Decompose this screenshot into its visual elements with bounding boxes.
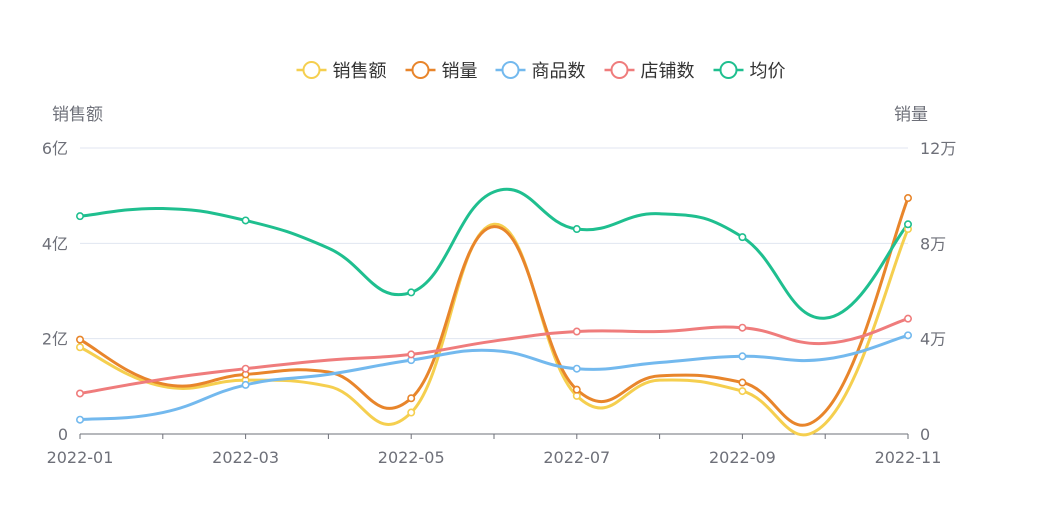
legend: 销售额 销量 商品数 店铺数 均价 bbox=[296, 61, 786, 82]
data-point-store-count[interactable] bbox=[241, 364, 250, 373]
data-point-sales-volume[interactable] bbox=[738, 378, 747, 387]
series-line-sales-volume bbox=[79, 197, 910, 427]
legend-item-sales-volume[interactable]: 销量 bbox=[405, 61, 478, 82]
data-point-product-count[interactable] bbox=[241, 380, 250, 389]
series-line-sales-amount bbox=[79, 222, 910, 437]
data-point-sales-volume[interactable] bbox=[903, 194, 912, 203]
data-point-avg-price[interactable] bbox=[572, 225, 581, 234]
data-point-sales-volume[interactable] bbox=[407, 394, 416, 403]
legend-symbol bbox=[610, 61, 629, 79]
x-axis: 2022-01 2022-03 2022-05 2022-07 2022-09 2022-… bbox=[47, 433, 942, 467]
data-point-avg-price[interactable] bbox=[903, 220, 912, 229]
left-tick-label: 0 bbox=[58, 425, 68, 444]
data-point-avg-price[interactable] bbox=[738, 233, 747, 242]
x-tick-label: 2022-05 bbox=[378, 448, 445, 467]
x-tick-label: 2022-07 bbox=[543, 448, 610, 467]
data-point-sales-amount[interactable] bbox=[76, 343, 85, 352]
legend-label: 均价 bbox=[750, 61, 786, 82]
x-tick-label: 2022-01 bbox=[47, 448, 114, 467]
legend-item-product-count[interactable]: 商品数 bbox=[495, 61, 586, 82]
gridlines bbox=[80, 147, 908, 340]
series-points bbox=[76, 194, 912, 424]
data-point-product-count[interactable] bbox=[738, 352, 747, 361]
data-point-avg-price[interactable] bbox=[407, 288, 416, 297]
data-point-store-count[interactable] bbox=[572, 327, 581, 336]
legend-symbol bbox=[719, 61, 738, 79]
right-tick-label: 12万 bbox=[920, 139, 956, 158]
data-point-store-count[interactable] bbox=[76, 389, 85, 398]
data-point-store-count[interactable] bbox=[738, 323, 747, 332]
legend-symbol bbox=[411, 61, 430, 79]
legend-label: 店铺数 bbox=[641, 61, 695, 82]
data-point-sales-volume[interactable] bbox=[572, 385, 581, 394]
series-lines bbox=[79, 187, 910, 437]
left-axis-ticks: 0 2亿 4亿 6亿 bbox=[42, 139, 68, 444]
data-point-store-count[interactable] bbox=[903, 314, 912, 323]
x-tick-label: 2022-11 bbox=[875, 448, 942, 467]
right-axis-ticks: 0 4万 8万 12万 bbox=[920, 139, 956, 444]
right-tick-label: 8万 bbox=[920, 234, 946, 253]
left-tick-label: 4亿 bbox=[42, 234, 68, 253]
data-point-sales-amount[interactable] bbox=[407, 408, 416, 417]
data-point-avg-price[interactable] bbox=[241, 216, 250, 225]
data-point-sales-volume[interactable] bbox=[76, 335, 85, 344]
data-point-sales-amount[interactable] bbox=[738, 387, 747, 396]
legend-label: 销量 bbox=[442, 61, 478, 82]
legend-item-avg-price[interactable]: 均价 bbox=[713, 61, 786, 82]
data-point-avg-price[interactable] bbox=[76, 212, 85, 221]
right-tick-label: 0 bbox=[920, 425, 930, 444]
right-axis-title: 销量 bbox=[894, 105, 928, 125]
x-tick-label: 2022-09 bbox=[709, 448, 776, 467]
legend-symbol bbox=[501, 61, 520, 79]
right-tick-label: 4万 bbox=[920, 330, 946, 349]
data-point-product-count[interactable] bbox=[572, 364, 581, 373]
legend-label: 销售额 bbox=[333, 61, 387, 82]
data-point-product-count[interactable] bbox=[903, 331, 912, 340]
legend-item-sales-amount[interactable]: 销售额 bbox=[296, 61, 387, 82]
x-tick-label: 2022-03 bbox=[212, 448, 279, 467]
legend-item-store-count[interactable]: 店铺数 bbox=[604, 61, 695, 82]
legend-label: 商品数 bbox=[532, 61, 586, 82]
legend-symbol bbox=[302, 61, 321, 79]
series-line-store-count bbox=[79, 317, 909, 395]
left-tick-label: 2亿 bbox=[42, 330, 68, 349]
data-point-store-count[interactable] bbox=[407, 350, 416, 359]
series-line-product-count bbox=[79, 333, 909, 422]
left-tick-label: 6亿 bbox=[42, 139, 68, 158]
series-line-avg-price bbox=[79, 187, 910, 320]
data-point-product-count[interactable] bbox=[76, 415, 85, 424]
left-axis-title: 销售额 bbox=[52, 105, 103, 125]
